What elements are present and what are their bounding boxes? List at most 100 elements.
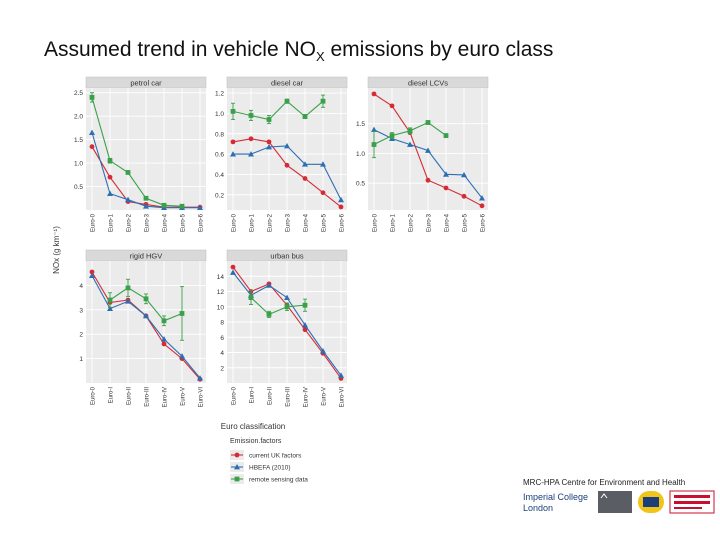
- panel-3-xtick-label: Euro-6: [481, 213, 487, 232]
- panel-1-series-3-point: [143, 195, 149, 201]
- legend-entry-label: current UK factors: [249, 453, 302, 460]
- panel-1-series-1-point: [107, 174, 113, 180]
- panel-3-series-1-point: [371, 91, 377, 97]
- panel-5-series-3-point: [248, 295, 254, 300]
- panel-2-ytick-label: 0.2: [215, 192, 224, 199]
- panel-1-xtick-label: Euro-0: [91, 213, 97, 232]
- panel-3-series-3-point: [425, 120, 431, 125]
- panel-3-xtick-label: Euro-5: [463, 213, 469, 232]
- panel-5-ytick-label: 8: [220, 320, 224, 327]
- panel-2-series-3-point: [248, 113, 254, 118]
- panel-3-series-1-point: [479, 203, 485, 209]
- panel-1-series-2-point: [143, 203, 149, 209]
- panel-2-xtick-label: Euro-4: [304, 213, 310, 232]
- panel-3-ytick-label: 1.0: [356, 151, 365, 158]
- panel-4-series-2-point: [89, 272, 95, 279]
- panel-4-xtick-label: Euro-II: [127, 387, 133, 405]
- y-axis-label: NOx (g km⁻¹): [52, 226, 61, 274]
- panel-4-series-3-point: [143, 296, 149, 302]
- panel-1-xtick-label: Euro-6: [199, 213, 205, 232]
- partner-logos: [598, 490, 715, 514]
- panel-5-title: urban bus: [270, 252, 304, 261]
- panel-1-ytick-label: 2.0: [74, 114, 83, 121]
- panel-3-series-3-point: [407, 128, 413, 134]
- panel-3-series-1-point: [425, 177, 431, 183]
- centre-name: MRC-HPA Centre for Environment and Healt…: [523, 478, 686, 487]
- panel-3-xtick-label: Euro-2: [409, 213, 415, 232]
- imperial-college-text: Imperial College: [523, 492, 589, 502]
- panel-5-series-2-point: [320, 347, 326, 354]
- kings-logo-bar-3: [674, 507, 702, 509]
- panel-1-ytick-label: 1.5: [74, 137, 83, 144]
- panel-1-xtick-label: Euro-4: [163, 213, 169, 232]
- panel-2-series-3-point: [284, 98, 290, 104]
- panel-1-series-2-point: [197, 204, 203, 211]
- legend-entry-label: remote sensing data: [249, 477, 308, 484]
- panel-4-series-2-point: [161, 336, 167, 342]
- panel-1-xtick-label: Euro-5: [181, 213, 187, 232]
- panel-2-title: diesel car: [271, 79, 304, 88]
- panel-2-series-2-point: [230, 151, 236, 157]
- panel-5-series-2-point: [302, 322, 308, 328]
- panel-1-series-3-point: [179, 203, 185, 209]
- panel-1-series-3-line: [91, 97, 183, 207]
- panel-4-series-2-point: [179, 353, 185, 359]
- panel-5-xtick-label: Euro-VI: [340, 387, 346, 408]
- panel-4-series-1-point: [89, 269, 95, 275]
- panel-5-xtick-label: Euro-IV: [304, 387, 310, 407]
- panel-2-series-2-point: [320, 161, 326, 167]
- panel-5-ytick-label: 10: [217, 304, 225, 311]
- panel-2-ytick-label: 0.6: [215, 152, 224, 159]
- panel-4-xtick-label: Euro-III: [145, 387, 151, 407]
- panel-1-series-3-point: [89, 94, 95, 100]
- panel-3-series-3-point: [443, 133, 449, 139]
- title-main: Assumed trend in vehicle NO: [44, 38, 316, 61]
- mrc-logo: [598, 491, 632, 513]
- panel-5-ytick-label: 12: [217, 289, 225, 296]
- panel-3-xtick-label: Euro-1: [391, 213, 397, 232]
- panel-3-series-1-point: [389, 103, 395, 109]
- legend-entry-label: HBEFA (2010): [249, 465, 291, 472]
- panel-5-series-3-point: [302, 302, 308, 308]
- panel-4-xtick-label: Euro-IV: [163, 387, 169, 407]
- panel-5-series-1-point: [230, 264, 236, 270]
- panel-4-xtick-label: Euro-0: [91, 386, 97, 405]
- panel-2-xtick-label: Euro-1: [250, 213, 256, 232]
- panel-1-xtick-label: Euro-3: [145, 213, 151, 232]
- panel-4-xtick-label: Euro-VI: [199, 387, 205, 408]
- panel-2-series-1-point: [266, 139, 272, 145]
- panel-4-ytick-label: 3: [79, 307, 83, 314]
- imperial-london-text: London: [523, 503, 554, 513]
- panel-1-title: petrol car: [130, 79, 162, 88]
- panel-2-series-1-point: [230, 139, 236, 145]
- panel-1-series-2-point: [125, 196, 131, 203]
- panel-4-xtick-label: Euro-I: [109, 387, 115, 404]
- panel-2-ytick-label: 0.4: [215, 172, 224, 179]
- panel-2-series-3-point: [230, 108, 236, 114]
- panel-4-series-2-point: [143, 312, 149, 319]
- panel-1-series-3-point: [107, 158, 113, 164]
- panel-4-series-2-point: [107, 305, 113, 311]
- panel-2-series-2-point: [248, 151, 254, 157]
- kings-logo-bar-2: [674, 501, 710, 504]
- page-title: Assumed trend in vehicle NOX emissions b…: [44, 38, 553, 64]
- panel-2-xtick-label: Euro-3: [286, 213, 292, 232]
- panel-2-series-3-point: [320, 98, 326, 104]
- panel-5-series-3-point: [266, 311, 272, 317]
- panel-2-xtick-label: Euro-0: [232, 213, 238, 232]
- panel-5-xtick-label: Euro-V: [322, 387, 328, 406]
- panel-2-series-2-point: [284, 142, 290, 149]
- panel-5-ytick-label: 2: [220, 365, 224, 372]
- panel-2-series-1-point: [284, 162, 290, 168]
- panel-5-xtick-label: Euro-I: [250, 387, 256, 404]
- title-subscript: X: [315, 49, 325, 65]
- panel-1-ytick-label: 0.5: [74, 184, 83, 191]
- panel-1-xtick-label: Euro-1: [109, 213, 115, 232]
- panel-2-series-3-point: [266, 117, 272, 122]
- panel-1-xtick-label: Euro-2: [127, 213, 133, 232]
- panel-3-series-2-point: [371, 126, 377, 133]
- panel-3-series-3-point: [389, 133, 395, 139]
- panel-5-ytick-label: 14: [217, 274, 225, 281]
- panel-4-series-2-point: [125, 298, 131, 304]
